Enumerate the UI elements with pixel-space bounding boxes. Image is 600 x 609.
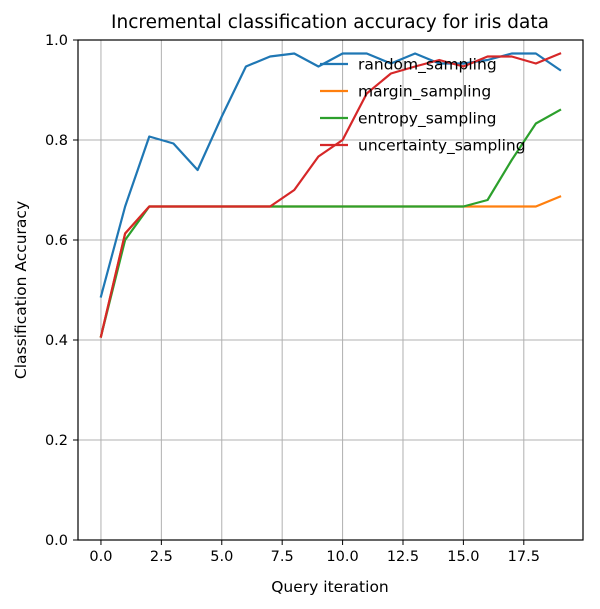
y-tick-label: 0.8 <box>45 133 68 149</box>
legend-label-uncertainty-sampling: uncertainty_sampling <box>358 137 526 156</box>
x-tick-label: 17.5 <box>508 549 540 565</box>
x-axis-label: Query iteration <box>271 578 389 596</box>
y-axis-label: Classification Accuracy <box>12 201 30 379</box>
x-tick-label: 5.0 <box>210 549 233 565</box>
x-axis-ticks: 0.0 2.5 5.0 7.5 10.0 12.5 15.0 17.5 <box>89 540 540 565</box>
x-tick-label: 7.5 <box>271 549 294 565</box>
y-tick-label: 0.6 <box>45 233 68 249</box>
legend: random_sampling margin_sampling entropy_sa… <box>320 56 526 156</box>
chart-title: Incremental classification accuracy for … <box>111 12 549 33</box>
legend-label-entropy-sampling: entropy_sampling <box>358 110 497 129</box>
y-tick-label: 1.0 <box>45 33 68 49</box>
y-axis-ticks: 0.0 0.2 0.4 0.6 0.8 1.0 <box>45 33 78 549</box>
series-lines <box>99 52 562 338</box>
x-tick-label: 0.0 <box>89 549 112 565</box>
y-tick-label: 0.4 <box>45 333 68 349</box>
legend-label-margin-sampling: margin_sampling <box>358 83 491 102</box>
series-line-random-sampling <box>99 52 562 298</box>
series-line-uncertainty-sampling <box>99 52 562 338</box>
x-tick-label: 12.5 <box>387 549 419 565</box>
y-tick-label: 0.0 <box>45 533 68 549</box>
y-tick-label: 0.2 <box>45 433 68 449</box>
plot-frame <box>77 39 584 541</box>
x-tick-label: 10.0 <box>326 549 358 565</box>
legend-label-random-sampling: random_sampling <box>358 56 497 75</box>
x-tick-label: 15.0 <box>447 549 479 565</box>
x-tick-label: 2.5 <box>150 549 173 565</box>
